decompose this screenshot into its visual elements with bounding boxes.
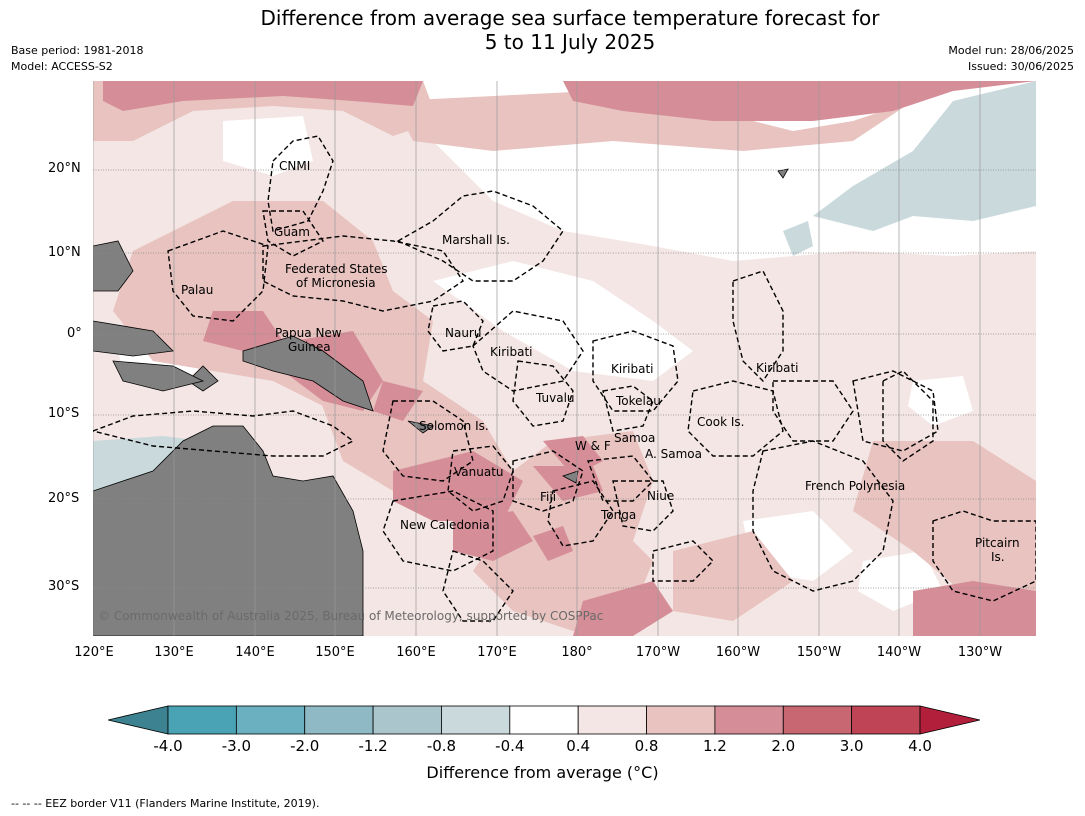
colorbar-tick-label: -0.4 — [495, 737, 525, 755]
label-guam: Guam — [274, 225, 310, 239]
lon-label-140e: 140°E — [235, 645, 275, 660]
eez-legend-note: -- -- -- EEZ border V11 (Flanders Marine… — [11, 797, 320, 810]
colorbar — [107, 704, 981, 736]
label-png-line1: Papua New — [275, 326, 342, 340]
label-micronesia-line1: Federated States — [285, 262, 387, 276]
lon-label-160e: 160°E — [396, 645, 436, 660]
label-samoa: Samoa — [614, 431, 655, 445]
label-kiribati-central: Kiribati — [611, 362, 653, 376]
colorbar-segment — [851, 705, 921, 735]
colorbar-tick-label: -0.8 — [426, 737, 457, 755]
copyright-notice: © Commonwealth of Australia 2025, Bureau… — [98, 609, 604, 623]
lon-label-150w: 150°W — [796, 645, 842, 660]
label-tuvalu: Tuvalu — [535, 391, 575, 405]
indonesia-landmass — [93, 320, 174, 357]
model-run-info: Model run: 28/06/2025 Issued: 30/06/2025 — [948, 43, 1074, 75]
label-tonga: Tonga — [600, 508, 636, 522]
colorbar-tick-label: 4.0 — [908, 737, 932, 755]
colorbar-low-extension — [107, 705, 169, 735]
lon-label-160w: 160°W — [715, 645, 761, 660]
lon-label-170w: 170°W — [635, 645, 681, 660]
base-period: Base period: 1981-2018 — [11, 44, 144, 57]
model-run-date: Model run: 28/06/2025 — [948, 44, 1074, 57]
label-marshall-islands: Marshall Is. — [442, 233, 510, 247]
sst-anomaly-map: CNMI Guam Marshall Is. Federated States … — [93, 81, 1036, 636]
lat-gridlines — [93, 169, 1036, 589]
lon-label-140w: 140°W — [876, 645, 922, 660]
label-pitcairn-line1: Pitcairn — [975, 536, 1020, 550]
colorbar-tick-label: 3.0 — [839, 737, 864, 755]
lat-label-30s: 30°S — [48, 579, 80, 594]
label-fiji: Fiji — [540, 490, 556, 504]
place-labels: CNMI Guam Marshall Is. Federated States … — [181, 159, 1020, 564]
colorbar-segment — [782, 705, 853, 735]
sulawesi-landmass — [112, 360, 205, 392]
lon-gridlines — [93, 81, 981, 636]
colorbar-segment — [372, 705, 442, 735]
label-palau: Palau — [181, 283, 213, 297]
colorbar-segment — [714, 705, 784, 735]
label-cnmi: CNMI — [279, 159, 310, 173]
lat-label-10n: 10°N — [48, 245, 81, 260]
label-new-caledonia: New Caledonia — [400, 518, 490, 532]
lon-label-180: 180° — [561, 645, 593, 660]
label-micronesia-line2: of Micronesia — [296, 276, 376, 290]
label-niue: Niue — [647, 489, 674, 503]
colorbar-segment — [577, 705, 647, 735]
label-png-line2: Guinea — [288, 340, 331, 354]
label-french-polynesia: French Polynesia — [805, 479, 905, 493]
lon-label-130e: 130°E — [154, 645, 194, 660]
papua-new-guinea-landmass — [242, 335, 374, 412]
label-nauru: Nauru — [445, 326, 481, 340]
issued-date: Issued: 30/06/2025 — [967, 60, 1074, 73]
colorbar-tick-label: 1.2 — [702, 737, 727, 755]
label-solomon-islands: Solomon Is. — [419, 419, 489, 433]
label-wallis-futuna: W & F — [575, 439, 611, 453]
australia-landmass — [93, 425, 364, 636]
label-american-samoa: A. Samoa — [645, 447, 702, 461]
lat-label-20s: 20°S — [48, 491, 80, 506]
label-vanuatu: Vanuatu — [454, 465, 504, 479]
label-pitcairn-line2: Is. — [991, 550, 1005, 564]
colorbar-segment — [304, 705, 374, 735]
colorbar-tick-label: -1.2 — [358, 737, 388, 755]
model-name: Model: ACCESS-S2 — [11, 60, 113, 73]
new-britain-landmass — [187, 365, 219, 392]
title-line-2: 5 to 11 July 2025 — [484, 30, 656, 54]
title-line-1: Difference from average sea surface temp… — [260, 6, 880, 30]
base-period-info: Base period: 1981-2018 Model: ACCESS-S2 — [11, 43, 143, 75]
lon-label-120e: 120°E — [74, 645, 114, 660]
colorbar-tick-label: 0.8 — [634, 737, 659, 755]
label-tokelau: Tokelau — [615, 394, 661, 408]
colorbar-tick-label: -3.0 — [221, 737, 251, 755]
lat-label-0: 0° — [67, 326, 82, 341]
colorbar-high-extension — [919, 705, 981, 735]
warm-regions-mid — [103, 81, 1036, 636]
label-kiribati-east: Kiribati — [756, 361, 798, 375]
colorbar-segment — [509, 705, 579, 735]
colorbar-segment — [441, 705, 511, 735]
landmasses — [93, 168, 789, 636]
colorbar-segment — [235, 705, 306, 735]
lat-label-10s: 10°S — [48, 406, 80, 421]
lon-label-130w: 130°W — [957, 645, 1003, 660]
colorbar-tick-label: 0.4 — [566, 737, 591, 755]
colorbar-segment — [167, 705, 237, 735]
colorbar-tick-label: -4.0 — [153, 737, 183, 755]
eez-borders — [93, 135, 1036, 622]
philippines-landmass — [93, 240, 134, 292]
colorbar-tick-label: -2.0 — [290, 737, 320, 755]
label-cook-islands: Cook Is. — [697, 415, 744, 429]
lon-label-170e: 170°E — [477, 645, 517, 660]
solomon-landmass — [407, 420, 434, 434]
colorbar-tick-label: 2.0 — [771, 737, 796, 755]
lat-label-20n: 20°N — [48, 161, 81, 176]
lon-label-150e: 150°E — [315, 645, 355, 660]
label-kiribati-west: Kiribati — [490, 345, 532, 359]
colorbar-segment — [646, 705, 716, 735]
map-title: Difference from average sea surface temp… — [0, 6, 1085, 54]
colorbar-label: Difference from average (°C) — [426, 763, 659, 782]
